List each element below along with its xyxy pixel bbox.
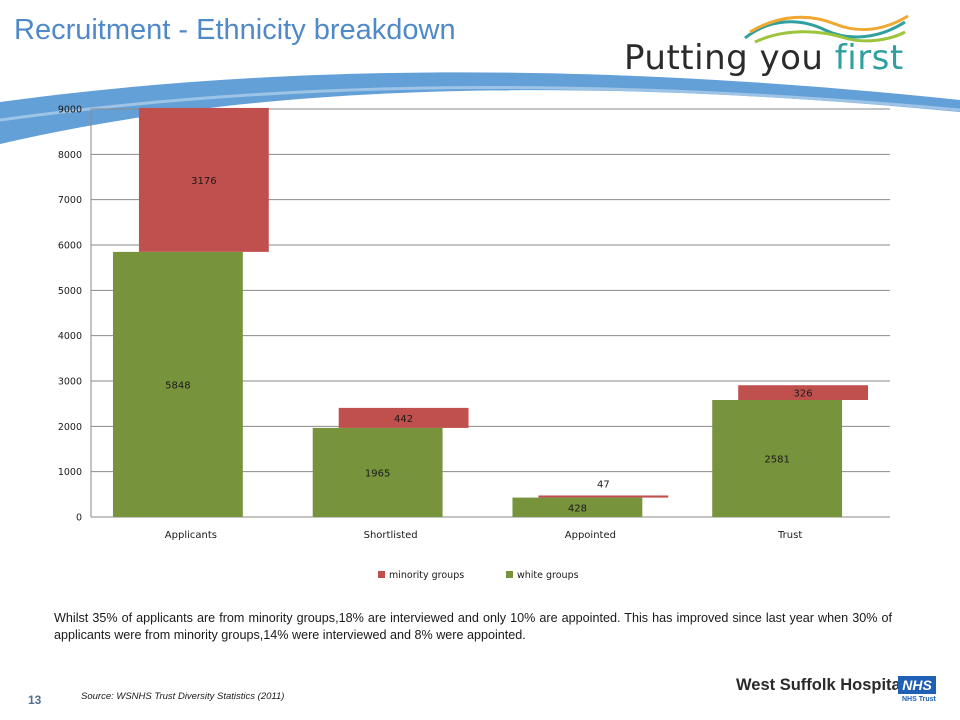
tagline-main: Putting you <box>624 38 835 78</box>
legend-white-label: white groups <box>517 570 579 581</box>
source-note: Source: WSNHS Trust Diversity Statistics… <box>81 691 285 702</box>
tagline-accent: first <box>834 38 904 78</box>
bar-white-trust <box>712 399 843 517</box>
data-label-white: 428 <box>568 503 587 514</box>
legend-minority-swatch <box>378 571 385 578</box>
bar-minority-appointed <box>538 495 669 498</box>
y-tick-label: 5000 <box>58 286 82 297</box>
legend-white-swatch <box>506 571 513 578</box>
y-tick-label: 9000 <box>58 105 82 116</box>
bar-minority-applicants <box>138 107 269 252</box>
data-label-minority: 326 <box>794 389 813 400</box>
x-tick-label: Appointed <box>565 530 616 541</box>
summary-text: Whilst 35% of applicants are from minori… <box>54 611 892 642</box>
bar-white-applicants <box>112 251 243 517</box>
y-tick-label: 1000 <box>58 467 82 478</box>
stacked-bar-chart: 0 1000 2000 3000 4000 5000 6000 7000 8000 9000 584… <box>58 105 890 581</box>
bar-minority-shortlisted <box>338 407 469 428</box>
hospital-name: West Suffolk Hospital <box>736 676 906 694</box>
y-tick-label: 0 <box>76 513 82 524</box>
data-label-white: 5848 <box>165 380 190 391</box>
y-tick-label: 4000 <box>58 331 82 342</box>
bar-white-shortlisted <box>312 427 443 517</box>
y-tick-label: 7000 <box>58 195 82 206</box>
nhs-badge: NHS <box>898 676 936 694</box>
y-tick-label: 3000 <box>58 377 82 388</box>
tagline: Putting you first <box>624 38 904 78</box>
legend-minority-label: minority groups <box>389 570 464 581</box>
data-label-minority: 3176 <box>191 176 216 187</box>
data-label-minority: 442 <box>394 414 413 425</box>
x-tick-label: Shortlisted <box>364 530 418 541</box>
x-tick-label: Trust <box>777 530 802 541</box>
data-label-minority: 47 <box>597 479 610 490</box>
decorative-swoosh <box>0 72 960 144</box>
bar-white-appointed <box>512 497 643 517</box>
y-tick-label: 8000 <box>58 150 82 161</box>
page-number: 13 <box>28 693 42 707</box>
wave-logo-icon <box>744 14 909 44</box>
x-tick-label: Applicants <box>165 530 217 541</box>
nhs-trust-label: NHS Trust <box>902 696 936 703</box>
data-label-white: 2581 <box>764 454 789 465</box>
y-tick-label: 6000 <box>58 241 82 252</box>
y-tick-label: 2000 <box>58 422 82 433</box>
data-label-white: 1965 <box>365 468 390 479</box>
bar-minority-trust <box>738 385 869 400</box>
slide-title: Recruitment - Ethnicity breakdown <box>14 14 456 46</box>
